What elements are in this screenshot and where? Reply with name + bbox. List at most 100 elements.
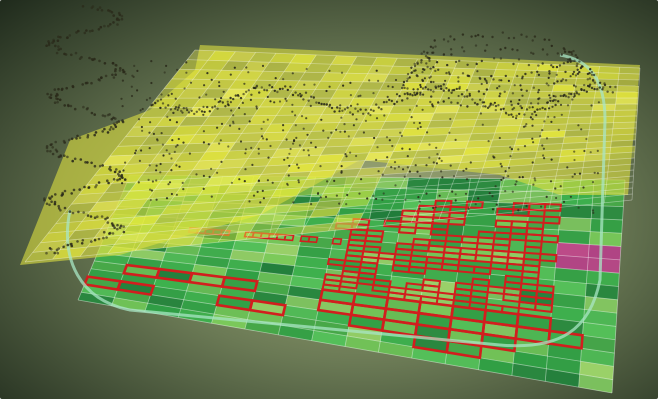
point (256, 190, 259, 193)
point (238, 178, 241, 181)
point (151, 180, 154, 183)
point (198, 108, 201, 111)
point (133, 64, 136, 67)
point (502, 177, 505, 180)
bottom-cell (254, 281, 290, 296)
point (294, 91, 297, 94)
point (485, 81, 488, 85)
top-cell (417, 142, 445, 151)
point (219, 139, 222, 142)
point (596, 172, 600, 175)
point (69, 242, 72, 246)
top-cell (114, 232, 149, 245)
top-cell (193, 193, 225, 204)
bottom-cell (292, 265, 327, 280)
point (229, 101, 232, 104)
top-cell (125, 126, 157, 137)
point (499, 92, 502, 95)
point (322, 129, 325, 132)
point (88, 29, 92, 33)
top-grid-line (187, 59, 640, 75)
point (405, 79, 409, 83)
point (418, 121, 421, 125)
point (438, 157, 441, 160)
point (232, 114, 235, 117)
point (369, 108, 373, 112)
point (218, 81, 221, 84)
point (175, 164, 178, 167)
top-cell (434, 105, 460, 113)
point (597, 101, 601, 104)
bottom-cell (311, 330, 347, 347)
point (45, 202, 49, 206)
point (309, 104, 312, 107)
point (299, 95, 302, 98)
top-cell (115, 198, 149, 210)
point (182, 141, 185, 144)
point (68, 210, 72, 213)
point (346, 193, 349, 197)
point (252, 86, 256, 90)
top-cell (348, 182, 379, 192)
point (243, 82, 246, 85)
point (440, 87, 443, 91)
point (61, 193, 64, 196)
point (435, 61, 439, 64)
point (355, 154, 358, 158)
point (545, 195, 548, 198)
bottom-cell (437, 178, 471, 190)
top-cell (250, 181, 282, 192)
top-cell (615, 98, 639, 105)
point (52, 38, 55, 42)
top-grid-line (109, 133, 637, 157)
top-cell (154, 212, 188, 224)
top-cell (619, 67, 640, 74)
point (446, 63, 449, 67)
point (452, 175, 456, 178)
point (524, 72, 527, 76)
point (563, 48, 566, 51)
point (176, 144, 179, 147)
point (426, 65, 429, 69)
point (574, 54, 577, 57)
point (458, 59, 461, 63)
top-cell (228, 51, 256, 62)
point (47, 43, 51, 47)
point (131, 74, 134, 77)
top-cell (459, 98, 485, 106)
top-cell (325, 138, 354, 147)
point (541, 48, 545, 51)
top-cell (356, 167, 386, 177)
top-cell (334, 122, 363, 131)
top-cell (419, 90, 445, 99)
top-cell (199, 184, 231, 195)
point (86, 135, 89, 139)
point (291, 110, 294, 113)
point (601, 88, 604, 91)
point (416, 127, 419, 130)
point (163, 71, 166, 74)
point (432, 80, 435, 84)
point (462, 50, 466, 53)
point (375, 117, 379, 120)
point (505, 112, 508, 115)
point (177, 106, 180, 109)
point (520, 88, 523, 92)
top-cell (373, 136, 401, 145)
point (428, 156, 431, 159)
point (55, 51, 59, 55)
point (477, 197, 480, 200)
top-cell (207, 50, 236, 61)
point (561, 78, 565, 81)
point (257, 180, 260, 183)
top-cell (25, 249, 60, 262)
point (402, 84, 405, 87)
point (419, 93, 422, 96)
point (230, 109, 233, 112)
top-cell (171, 125, 202, 136)
point (57, 204, 60, 208)
point (484, 78, 487, 81)
point (244, 168, 247, 171)
point (580, 128, 583, 131)
point (391, 144, 394, 148)
